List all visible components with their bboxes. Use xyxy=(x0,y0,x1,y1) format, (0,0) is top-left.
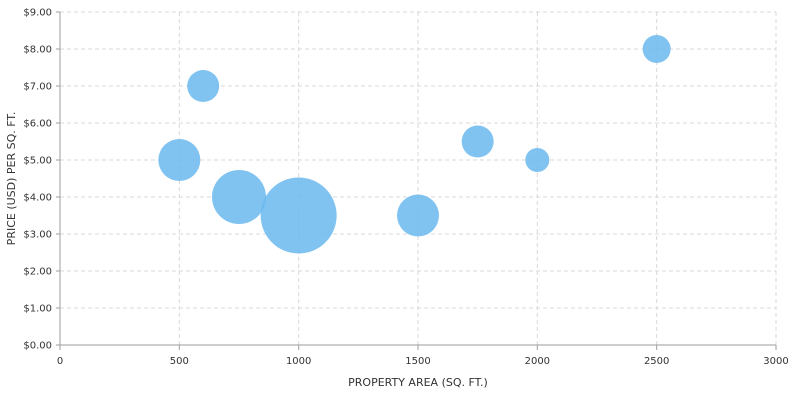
x-tick-label: 3000 xyxy=(763,356,788,367)
x-tick-label: 0 xyxy=(57,356,63,367)
bubble-point[interactable] xyxy=(260,177,337,254)
bubble-point[interactable] xyxy=(158,139,201,181)
bubble-point[interactable] xyxy=(642,35,671,63)
x-tick-label: 1500 xyxy=(405,356,430,367)
y-tick-label: $2.00 xyxy=(23,267,52,278)
bubble-point[interactable] xyxy=(525,148,550,172)
y-tick-label: $3.00 xyxy=(23,230,52,241)
axes: $0.00 $1.00 $2.00 $3.00 $4.00 $5.00 $6.00 $7.00… xyxy=(23,8,788,368)
y-tick-label: $8.00 xyxy=(23,45,52,56)
y-tick-label: $7.00 xyxy=(23,82,52,93)
bubble-point[interactable] xyxy=(212,170,266,224)
bubble-point[interactable] xyxy=(397,194,439,237)
y-tick-label: $5.00 xyxy=(23,156,52,167)
y-tick-label: $0.00 xyxy=(23,341,52,352)
x-axis-title: PROPERTY AREA (SQ. FT.) xyxy=(348,376,488,389)
y-tick-label: $6.00 xyxy=(23,119,52,130)
bubbles xyxy=(158,35,671,254)
bubble-point[interactable] xyxy=(461,125,494,158)
x-tick-label: 2000 xyxy=(525,356,550,367)
bubble-point[interactable] xyxy=(187,70,220,102)
y-tick-label: $9.00 xyxy=(23,8,52,19)
x-tick-label: 500 xyxy=(170,356,189,367)
x-tick-label: 2500 xyxy=(644,356,669,367)
y-axis-title: PRICE (USD) PER SQ. FT. xyxy=(5,112,18,246)
x-tick-label: 1000 xyxy=(286,356,311,367)
grid xyxy=(60,11,777,345)
y-tick-label: $4.00 xyxy=(23,193,52,204)
y-tick-label: $1.00 xyxy=(23,304,52,315)
